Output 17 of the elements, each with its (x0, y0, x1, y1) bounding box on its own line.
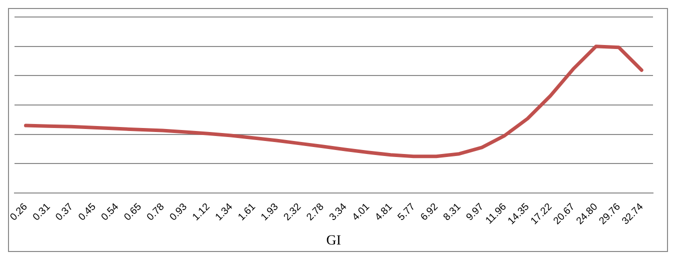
x-tick-label: 0.93 (168, 201, 190, 224)
x-tick-label: 4.81 (373, 201, 396, 224)
x-tick-label: 0.78 (145, 201, 167, 224)
x-tick-label: 0.45 (76, 201, 99, 224)
x-tick-label: 1.61 (236, 201, 258, 224)
x-tick-label: 0.31 (31, 201, 53, 224)
x-tick-label: 0.54 (100, 201, 122, 224)
x-tick-label: 3.34 (328, 201, 350, 224)
x-tick-label: 0.26 (8, 201, 30, 224)
x-tick-label: 0.65 (122, 201, 144, 224)
x-tick-label: 6.92 (418, 201, 441, 224)
x-tick-label: 1.12 (190, 201, 213, 224)
x-tick-label: 4.01 (350, 201, 372, 224)
x-tick-label: 8.31 (442, 201, 464, 224)
x-tick-label: 2.78 (304, 201, 327, 224)
x-tick-label: 1.93 (259, 201, 282, 224)
x-axis-title: GI (326, 233, 342, 248)
